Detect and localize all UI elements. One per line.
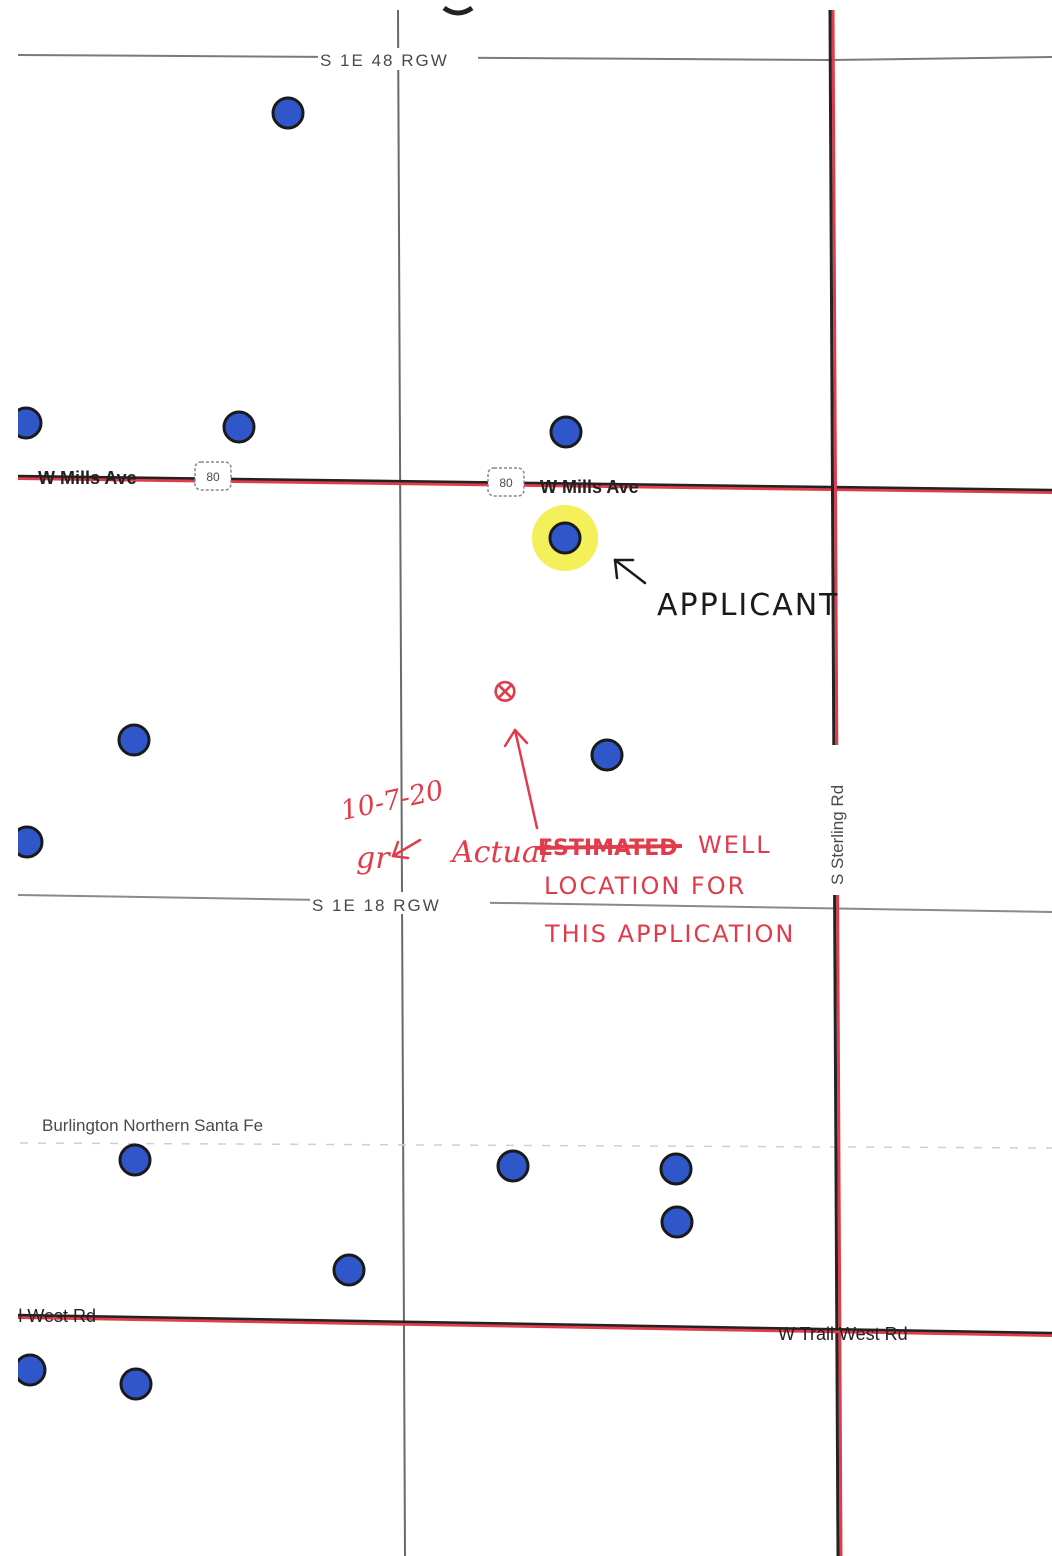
highway-shield-left: 80 <box>194 461 232 491</box>
well-dot <box>590 738 624 772</box>
highway-shield-right: 80 <box>487 467 525 497</box>
well-dot <box>496 1149 530 1183</box>
label-railroad: Burlington Northern Santa Fe <box>42 1116 263 1135</box>
annotation-actual: Actual <box>449 835 549 870</box>
section-line-vertical <box>397 9 406 1556</box>
top-clipped-mark <box>442 5 474 16</box>
label-w-mills-ave-right: W Mills Ave <box>540 477 639 497</box>
well-dots <box>9 96 694 1401</box>
actual-well-marker-icon: ⊗ <box>491 671 520 711</box>
section-line-top-right <box>829 56 1052 61</box>
annotation-well: WELL <box>698 831 772 859</box>
well-dot-applicant <box>548 521 582 555</box>
annotation-location-for: LOCATION FOR <box>544 872 746 900</box>
road-trail-west-red <box>17 1315 1052 1337</box>
label-s-sterling-rd: S Sterling Rd <box>828 785 847 885</box>
annotation-initials: gr <box>356 841 391 876</box>
well-dot <box>13 1353 47 1387</box>
label-trail-west-left: Trail West Rd <box>0 1306 96 1326</box>
road-w-mills-ave <box>17 474 1052 492</box>
label-trail-west-right: W Trail West Rd <box>778 1324 908 1344</box>
railroad-line <box>19 1142 1052 1149</box>
applicant-label: APPLICANT <box>657 588 840 623</box>
annotation-this-application: THIS APPLICATION <box>544 920 795 948</box>
svg-text:80: 80 <box>206 470 220 484</box>
strikethrough-line <box>534 844 683 850</box>
well-dot <box>332 1253 366 1287</box>
applicant-arrow <box>613 558 647 585</box>
well-dot <box>118 1143 152 1177</box>
well-dot <box>117 723 151 757</box>
well-dot <box>271 96 305 130</box>
well-dot <box>549 415 583 449</box>
initials-arrow <box>391 838 422 860</box>
annotation-date: 10-7-20 <box>338 775 446 827</box>
road-w-mills-ave-red <box>17 476 1052 494</box>
well-dot <box>222 410 256 444</box>
well-dot <box>659 1152 693 1186</box>
actual-well-arrow <box>503 728 539 830</box>
road-trail-west <box>17 1313 1052 1335</box>
label-top-section-road: S 1E 48 RGW <box>320 51 449 70</box>
label-w-mills-ave-left: W Mills Ave <box>38 468 137 488</box>
label-mid-section-road: S 1E 18 RGW <box>312 896 441 915</box>
well-dot <box>119 1367 153 1401</box>
well-dot <box>660 1205 694 1239</box>
section-line-middle <box>17 894 1052 913</box>
svg-text:80: 80 <box>499 476 513 490</box>
